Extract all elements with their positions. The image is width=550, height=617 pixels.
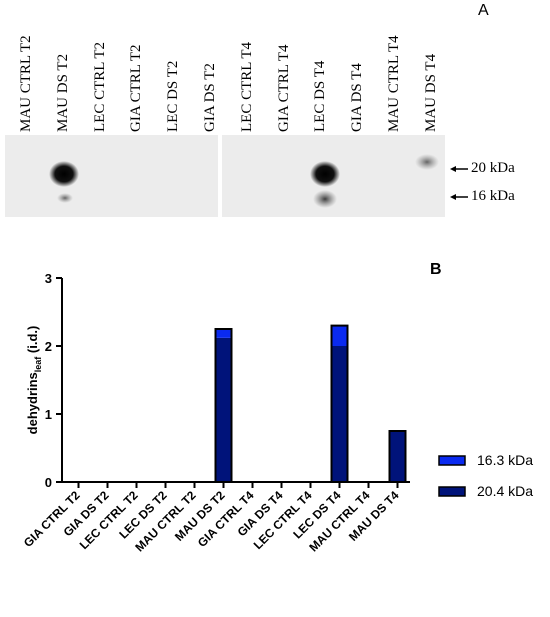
y-axis-title-subscript: leaf: [33, 356, 43, 373]
marker-16kda-label: 16 kDa: [471, 188, 515, 204]
y-tick-label: 2: [45, 339, 52, 354]
legend-swatch: [438, 486, 466, 497]
western-blot-image: [5, 135, 468, 217]
band-lec-ds-t4-16kda: [313, 190, 337, 208]
legend-label: 16.3 kDa: [477, 452, 533, 468]
y-tick-label: 3: [45, 271, 52, 286]
bar-segment: [331, 325, 348, 346]
band-lec-ds-t4-20kda: [310, 161, 340, 187]
legend-swatch: [438, 455, 466, 466]
y-axis-title-main: dehydrins: [25, 372, 40, 434]
y-tick-label: 1: [45, 407, 52, 422]
band-mau-ds-t2-16kda: [57, 193, 73, 203]
bar-segment: [389, 431, 406, 482]
blot-membrane-left: [5, 135, 218, 217]
bar-segment: [215, 329, 232, 338]
panel-b-letter: B: [430, 261, 442, 278]
y-axis-title-unit: (i.d.): [25, 326, 40, 357]
band-mau-ds-t2-20kda: [49, 161, 79, 187]
panel-a-letter: A: [478, 2, 489, 19]
marker-16kda-arrowhead: [450, 194, 456, 200]
marker-20kda-arrowhead: [450, 166, 456, 172]
y-tick-label: 0: [45, 475, 52, 490]
bar-segment: [215, 337, 232, 482]
band-mau-ds-t4-20kda: [415, 154, 439, 170]
marker-20kda-label: 20 kDa: [471, 160, 515, 176]
legend-label: 20.4 kDa: [477, 483, 533, 499]
bar-segment: [331, 346, 348, 482]
y-axis-title: dehydrinsleaf (i.d.): [25, 326, 43, 435]
